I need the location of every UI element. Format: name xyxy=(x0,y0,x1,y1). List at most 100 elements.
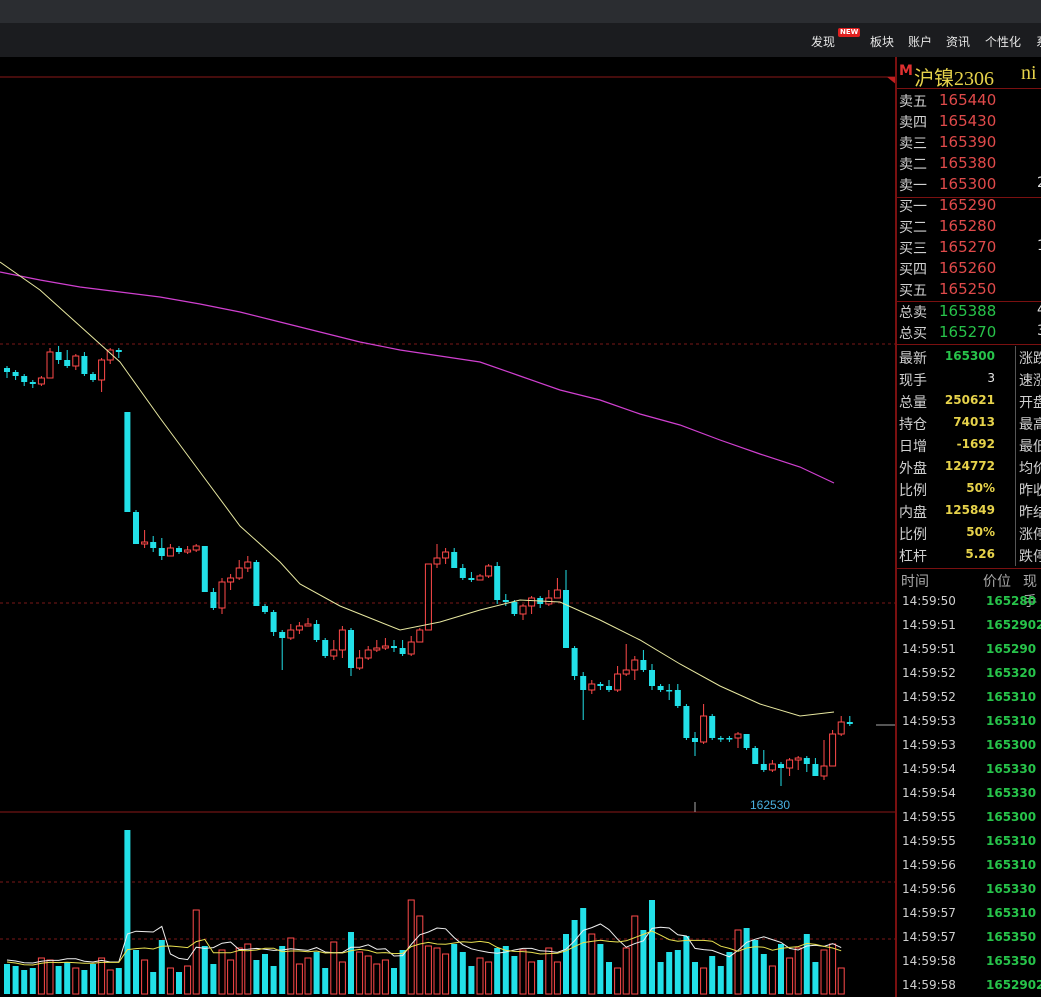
candle xyxy=(407,636,415,656)
candle xyxy=(37,376,45,386)
tick-price: 165350 xyxy=(986,954,1037,968)
volume-bar xyxy=(649,900,655,994)
ask-row[interactable]: 卖三 165390 xyxy=(899,133,1041,154)
tick-price: 165290 xyxy=(986,978,1037,992)
stat-separator xyxy=(1015,456,1016,478)
volume-bar xyxy=(192,909,200,995)
stat-label: 杠杆 xyxy=(899,549,927,565)
candle xyxy=(829,730,837,767)
volume-bar xyxy=(166,967,174,995)
volume-bar xyxy=(726,952,733,994)
menu-item-account[interactable]: 账户 xyxy=(908,35,933,49)
candle xyxy=(158,538,165,560)
bid-row[interactable]: 买二 165280 xyxy=(899,217,1041,238)
ask-price: 165390 xyxy=(939,133,997,151)
candle xyxy=(338,626,346,658)
total-row: 总卖 165388 4 xyxy=(899,302,1041,323)
candle xyxy=(545,590,553,606)
stat-label: 总量 xyxy=(899,395,927,411)
volume-bar xyxy=(322,968,329,994)
volume-bar xyxy=(133,950,139,994)
candle xyxy=(399,640,406,656)
stat-separator xyxy=(1015,368,1016,390)
stat-separator xyxy=(1015,478,1016,500)
candle xyxy=(494,562,501,604)
candle xyxy=(734,732,742,748)
total-price: 165388 xyxy=(939,302,997,320)
volume-bar xyxy=(373,963,381,995)
volume-bar xyxy=(511,956,518,994)
ask-row[interactable]: 卖四 165430 xyxy=(899,112,1041,133)
tick-row: 14:59:58 165350 xyxy=(902,950,1041,974)
bid-price: 165270 xyxy=(939,238,997,256)
volume-bar xyxy=(442,953,450,995)
volume-bar xyxy=(451,944,458,994)
candle xyxy=(563,570,569,648)
candle xyxy=(803,756,810,772)
tick-row: 14:59:56 165330 xyxy=(902,878,1041,902)
candle xyxy=(166,544,174,557)
total-row: 总买 165270 3 xyxy=(899,323,1041,344)
candle xyxy=(55,346,62,364)
candle xyxy=(21,374,28,386)
volume-bar xyxy=(778,944,784,994)
candle xyxy=(235,560,243,580)
menu-item-sector[interactable]: 板块 xyxy=(870,35,895,49)
tick-price: 165310 xyxy=(986,834,1037,848)
candle xyxy=(304,618,312,627)
candle xyxy=(683,704,690,740)
menu-item-personalize[interactable]: 个性化 xyxy=(985,35,1022,49)
candle xyxy=(511,600,518,616)
menu-item-news[interactable]: 资讯 xyxy=(946,35,971,49)
volume-bar xyxy=(356,951,364,995)
menu-item-system[interactable]: 系 xyxy=(1036,33,1041,50)
volume-bar xyxy=(64,962,71,994)
ask-row[interactable]: 卖二 165380 xyxy=(899,154,1041,175)
title-bar xyxy=(0,0,1041,23)
candle xyxy=(184,546,192,554)
ask-row[interactable]: 卖五 165440 xyxy=(899,91,1041,112)
candle xyxy=(459,564,466,580)
candle xyxy=(666,684,673,700)
volume-bars xyxy=(4,830,845,995)
candle xyxy=(442,548,450,564)
volume-bar xyxy=(571,920,578,994)
volume-bar xyxy=(150,972,157,994)
bid-row[interactable]: 买三 165270 1 xyxy=(899,238,1041,259)
volume-bar xyxy=(476,957,484,995)
volume-bar xyxy=(683,936,690,994)
bid-row[interactable]: 买五 165250 xyxy=(899,280,1041,301)
candle xyxy=(553,578,561,599)
candle xyxy=(210,588,217,610)
volume-bar xyxy=(622,947,630,995)
bid-row[interactable]: 买四 165260 xyxy=(899,259,1041,280)
volume-bar xyxy=(235,947,243,995)
stat-label: 比例 xyxy=(899,483,927,499)
candle xyxy=(433,544,441,568)
candlestick-chart[interactable]: 162530 xyxy=(0,57,897,997)
stat-label-2: 均价 xyxy=(1019,461,1041,477)
bid-row[interactable]: 买一 165290 xyxy=(899,196,1041,217)
candle xyxy=(614,666,622,692)
candle xyxy=(743,734,750,750)
bid-price: 165260 xyxy=(939,259,997,277)
candle xyxy=(588,680,596,694)
stat-label-2: 速涨 xyxy=(1019,373,1041,389)
candle xyxy=(46,348,54,379)
stat-row: 现手 3 速涨 xyxy=(899,368,1041,390)
volume-bar xyxy=(666,952,673,994)
bid-price: 165280 xyxy=(939,217,997,235)
volume-bar xyxy=(81,970,88,994)
ask-row[interactable]: 卖一 165300 2 xyxy=(899,175,1041,196)
volume-ma-line xyxy=(6,923,842,964)
stat-label-2: 昨收 xyxy=(1019,483,1041,499)
menu-item-discover[interactable]: 发现 NEW xyxy=(811,28,861,50)
volume-bar xyxy=(717,966,724,994)
panel-divider xyxy=(895,57,897,997)
candle xyxy=(218,578,226,614)
candle xyxy=(106,348,114,364)
stat-label-2: 最高 xyxy=(1019,417,1041,433)
candle xyxy=(29,380,36,388)
volume-bar xyxy=(115,968,122,994)
candle xyxy=(295,622,303,634)
